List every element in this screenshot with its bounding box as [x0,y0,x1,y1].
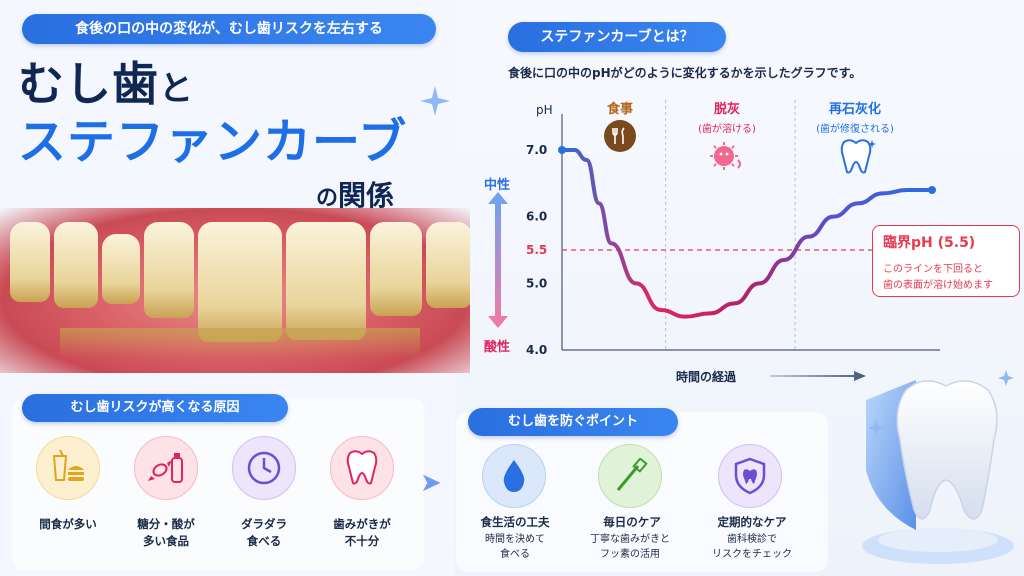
x-axis-label: 時間の経過 [676,370,737,384]
page-title-line2: ステファンカーブ [18,114,408,170]
y-axis-label: pH [536,103,553,117]
page-title-line3: の関係 [316,179,395,212]
water-drop-icon [482,444,546,508]
phase-meal-label: 食事 [606,102,633,117]
stephan-description: 食後に口の中のpHがどのように変化するかを示したグラフです。 [508,66,862,80]
germ-icon [710,142,741,170]
prevention-sub-2: 丁寧な歯みがきと フッ素の活用 [590,534,670,560]
tooth-icon [330,436,394,500]
y-tick-label: 5.5 [526,243,547,257]
page-title-line1: むし歯と [18,57,194,111]
y-tick-label: 7.0 [526,143,547,157]
prevention-sub-1: 時間を決めて 食べる [485,534,545,560]
y-tick-label: 4.0 [526,343,547,357]
callout-line2: 歯の表面が溶け始めます [883,280,993,291]
shield-tooth-icon [718,444,782,508]
clean-tooth-icon [840,139,876,174]
cause-label-1: 間食が多い [39,517,97,531]
callout-line1: このラインを下回ると [883,264,983,275]
phase-remineral-label: 再石灰化 [828,102,881,117]
shield-tooth-illustration [862,370,1014,564]
prevention-title-1: 食生活の工夫 [480,515,550,529]
cause-label-4: 歯みがきが 不十分 [333,517,391,548]
curve-start-point [558,146,566,154]
prevention-heading: むし歯を防ぐポイント [468,408,678,436]
prevention-sub-3: 歯科検診で リスクをチェック [712,534,792,560]
callout-title: 臨界pH (5.5) [883,235,976,251]
phase-demineral-sub: (歯が溶ける) [698,124,756,135]
snack-icon [36,436,100,500]
sparkle-icon [420,86,450,116]
critical-ph-callout: 臨界pH (5.5) このラインを下回ると 歯の表面が溶け始めます [872,225,1020,297]
causes-heading: むし歯リスクが高くなる原因 [22,394,288,422]
stephan-curve-chart: pH 7.0 6.0 5.5 5.0 4.0 [526,100,950,357]
clock-icon [232,436,296,500]
cause-label-3: ダラダラ 食べる [241,517,287,548]
side-label-neutral: 中性 [484,178,511,193]
header-tag: 食後の口の中の変化が、むし歯リスクを左右する [22,14,436,44]
ph-direction-arrow [488,192,508,328]
stephan-heading: ステファンカーブとは？ [508,22,726,52]
y-tick-label: 6.0 [526,210,547,224]
candy-drink-icon [134,436,198,500]
curve-end-point [928,186,936,194]
phase-remineral-sub: (歯が修復される) [816,124,894,135]
prevention-title-3: 定期的なケア [717,515,787,529]
toothbrush-icon [598,444,662,508]
ph-curve-line [560,148,934,319]
prevention-title-2: 毎日のケア [603,515,661,529]
y-tick-label: 5.0 [526,276,547,290]
fork-knife-icon [604,120,636,152]
panel-arrow-icon: ➤ [420,468,442,498]
time-arrow [770,371,866,381]
side-label-acidic: 酸性 [484,340,511,355]
decayed-teeth-photo [0,208,470,373]
phase-demineral-label: 脱灰 [713,102,740,117]
cause-label-2: 糖分・酸が 多い食品 [137,517,195,548]
